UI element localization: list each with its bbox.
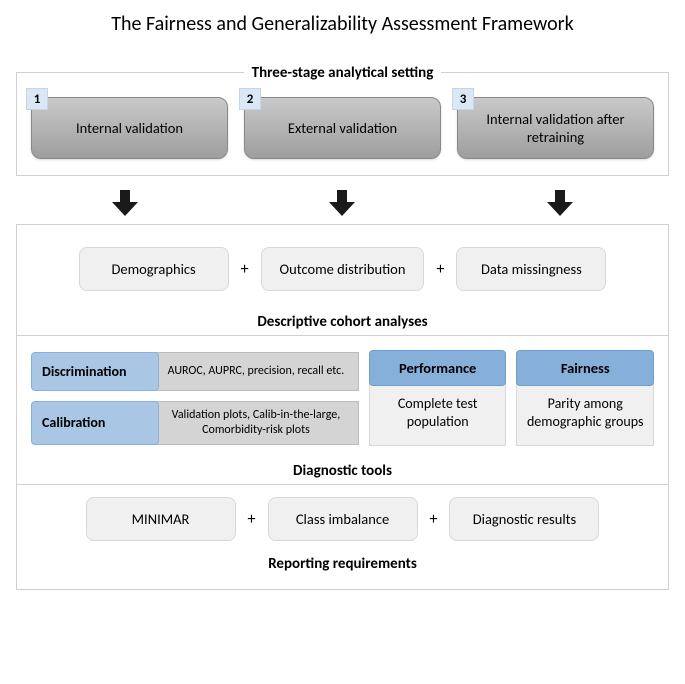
- reporting-pill-row: MINIMAR + Class imbalance + Diagnostic r…: [31, 497, 654, 541]
- plus-icon: +: [426, 510, 442, 529]
- framework-title: The Fairness and Generalizability Assess…: [16, 12, 669, 36]
- performance-group: Performance Complete test population: [369, 350, 507, 446]
- stage-panel: 1 Internal validation 2 External validat…: [16, 72, 669, 176]
- performance-header: Performance: [369, 350, 507, 386]
- down-arrow-icon: [545, 188, 575, 218]
- calibration-tab: Calibration: [31, 401, 159, 445]
- cohort-outcome: Outcome distribution: [261, 247, 425, 291]
- cohort-panel: Demographics + Outcome distribution + Da…: [16, 224, 669, 590]
- calibration-desc: Validation plots, Calib-in-the-large, Co…: [153, 401, 359, 445]
- evaluation-column: Performance Complete test population Fai…: [369, 350, 654, 446]
- stage-number-2: 2: [239, 88, 261, 110]
- reporting-minimar: MINIMAR: [86, 497, 236, 541]
- cohort-missingness: Data missingness: [456, 247, 606, 291]
- plus-icon: +: [244, 510, 260, 529]
- stage-box-2: 2 External validation: [244, 97, 441, 159]
- plus-icon: +: [237, 260, 253, 279]
- cohort-pill-row: Demographics + Outcome distribution + Da…: [31, 247, 654, 291]
- calibration-row: Calibration Validation plots, Calib-in-t…: [31, 401, 359, 445]
- arrow-row: [16, 188, 669, 218]
- reporting-diagnostic-results: Diagnostic results: [449, 497, 599, 541]
- stage-label-3: Internal validation after retraining: [466, 110, 645, 146]
- discrimination-tab: Discrimination: [31, 352, 159, 391]
- fairness-header: Fairness: [516, 350, 654, 386]
- stage-number-1: 1: [26, 88, 48, 110]
- plus-icon: +: [432, 260, 448, 279]
- descriptive-section-label: Descriptive cohort analyses: [31, 313, 654, 331]
- stage-box-3: 3 Internal validation after retraining: [457, 97, 654, 159]
- fairness-group: Fairness Parity among demographic groups: [516, 350, 654, 446]
- diagnostic-grid: Discrimination AUROC, AUPRC, precision, …: [31, 350, 654, 446]
- down-arrow-icon: [327, 188, 357, 218]
- reporting-section-label: Reporting requirements: [31, 555, 654, 573]
- performance-desc: Complete test population: [369, 380, 507, 446]
- reporting-class-imbalance: Class imbalance: [268, 497, 418, 541]
- stage-label-1: Internal validation: [76, 119, 183, 137]
- discrimination-row: Discrimination AUROC, AUPRC, precision, …: [31, 352, 359, 391]
- discrimination-desc: AUROC, AUPRC, precision, recall etc.: [153, 352, 359, 391]
- stage-row: 1 Internal validation 2 External validat…: [31, 97, 654, 159]
- down-arrow-icon: [110, 188, 140, 218]
- fairness-desc: Parity among demographic groups: [516, 380, 654, 446]
- diagnostic-section-label: Diagnostic tools: [31, 462, 654, 480]
- metrics-column: Discrimination AUROC, AUPRC, precision, …: [31, 350, 359, 446]
- stage-label-2: External validation: [288, 119, 397, 137]
- stage-section-label: Three-stage analytical setting: [16, 64, 669, 82]
- stage-number-3: 3: [452, 88, 474, 110]
- cohort-demographics: Demographics: [79, 247, 229, 291]
- stage-box-1: 1 Internal validation: [31, 97, 228, 159]
